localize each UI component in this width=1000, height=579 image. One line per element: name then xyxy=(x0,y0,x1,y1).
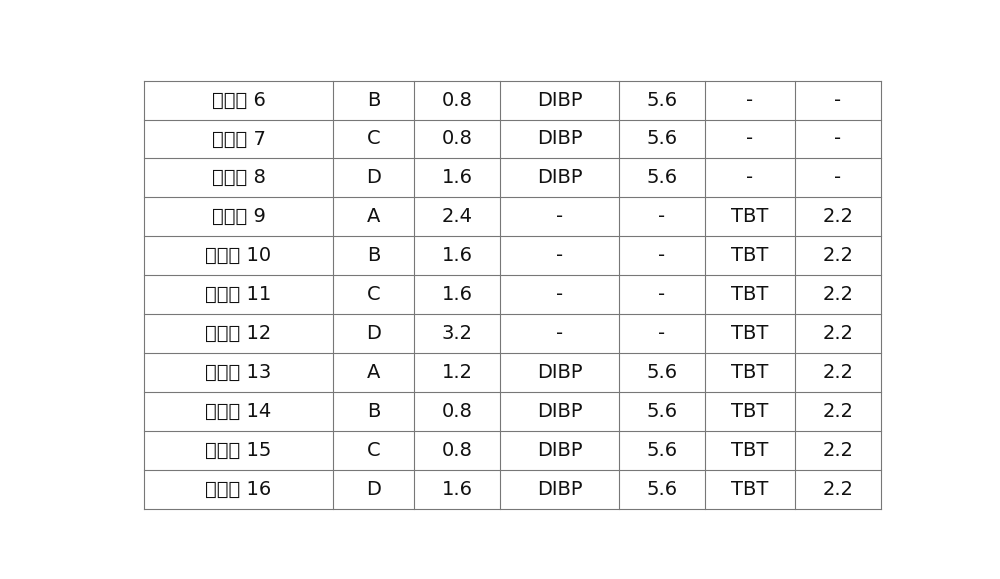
Text: 实施例 8: 实施例 8 xyxy=(212,168,265,188)
Text: 5.6: 5.6 xyxy=(646,363,677,382)
Text: 1.6: 1.6 xyxy=(442,285,473,304)
Text: DIBP: DIBP xyxy=(537,168,582,188)
Text: TBT: TBT xyxy=(731,246,768,265)
Text: -: - xyxy=(658,324,665,343)
Text: 实施例 9: 实施例 9 xyxy=(212,207,265,226)
Text: -: - xyxy=(658,207,665,226)
Text: -: - xyxy=(834,130,841,148)
Text: TBT: TBT xyxy=(731,324,768,343)
Text: A: A xyxy=(367,207,380,226)
Text: B: B xyxy=(367,402,380,421)
Text: 3.2: 3.2 xyxy=(442,324,473,343)
Text: 实施例 13: 实施例 13 xyxy=(205,363,272,382)
Text: -: - xyxy=(556,207,563,226)
Text: -: - xyxy=(834,168,841,188)
Text: 0.8: 0.8 xyxy=(442,90,473,109)
Text: TBT: TBT xyxy=(731,285,768,304)
Text: -: - xyxy=(746,90,753,109)
Text: -: - xyxy=(556,285,563,304)
Text: DIBP: DIBP xyxy=(537,90,582,109)
Text: D: D xyxy=(366,479,381,499)
Text: 5.6: 5.6 xyxy=(646,90,677,109)
Text: 5.6: 5.6 xyxy=(646,441,677,460)
Text: 1.6: 1.6 xyxy=(442,246,473,265)
Text: D: D xyxy=(366,324,381,343)
Text: DIBP: DIBP xyxy=(537,130,582,148)
Text: C: C xyxy=(367,130,380,148)
Text: 2.2: 2.2 xyxy=(822,363,853,382)
Text: DIBP: DIBP xyxy=(537,402,582,421)
Text: 2.2: 2.2 xyxy=(822,285,853,304)
Text: B: B xyxy=(367,246,380,265)
Text: 5.6: 5.6 xyxy=(646,130,677,148)
Text: DIBP: DIBP xyxy=(537,441,582,460)
Text: 2.2: 2.2 xyxy=(822,441,853,460)
Text: 实施例 15: 实施例 15 xyxy=(205,441,272,460)
Text: 0.8: 0.8 xyxy=(442,130,473,148)
Text: -: - xyxy=(658,246,665,265)
Text: 2.2: 2.2 xyxy=(822,246,853,265)
Text: B: B xyxy=(367,90,380,109)
Text: 实施例 6: 实施例 6 xyxy=(212,90,265,109)
Text: -: - xyxy=(556,324,563,343)
Text: 1.2: 1.2 xyxy=(442,363,473,382)
Text: -: - xyxy=(556,246,563,265)
Text: TBT: TBT xyxy=(731,402,768,421)
Text: D: D xyxy=(366,168,381,188)
Text: 2.2: 2.2 xyxy=(822,402,853,421)
Text: -: - xyxy=(658,285,665,304)
Text: 实施例 11: 实施例 11 xyxy=(205,285,272,304)
Text: 实施例 14: 实施例 14 xyxy=(205,402,272,421)
Text: 2.4: 2.4 xyxy=(442,207,473,226)
Text: 实施例 16: 实施例 16 xyxy=(205,479,272,499)
Text: 2.2: 2.2 xyxy=(822,324,853,343)
Text: TBT: TBT xyxy=(731,207,768,226)
Text: 实施例 10: 实施例 10 xyxy=(205,246,272,265)
Text: 1.6: 1.6 xyxy=(442,168,473,188)
Text: TBT: TBT xyxy=(731,363,768,382)
Text: C: C xyxy=(367,285,380,304)
Text: 0.8: 0.8 xyxy=(442,441,473,460)
Text: DIBP: DIBP xyxy=(537,363,582,382)
Text: TBT: TBT xyxy=(731,441,768,460)
Text: 0.8: 0.8 xyxy=(442,402,473,421)
Text: 2.2: 2.2 xyxy=(822,479,853,499)
Text: 5.6: 5.6 xyxy=(646,479,677,499)
Text: A: A xyxy=(367,363,380,382)
Text: 实施例 7: 实施例 7 xyxy=(212,130,265,148)
Text: DIBP: DIBP xyxy=(537,479,582,499)
Text: 1.6: 1.6 xyxy=(442,479,473,499)
Text: -: - xyxy=(746,130,753,148)
Text: 5.6: 5.6 xyxy=(646,402,677,421)
Text: -: - xyxy=(834,90,841,109)
Text: -: - xyxy=(746,168,753,188)
Text: C: C xyxy=(367,441,380,460)
Text: 2.2: 2.2 xyxy=(822,207,853,226)
Text: 5.6: 5.6 xyxy=(646,168,677,188)
Text: TBT: TBT xyxy=(731,479,768,499)
Text: 实施例 12: 实施例 12 xyxy=(205,324,272,343)
